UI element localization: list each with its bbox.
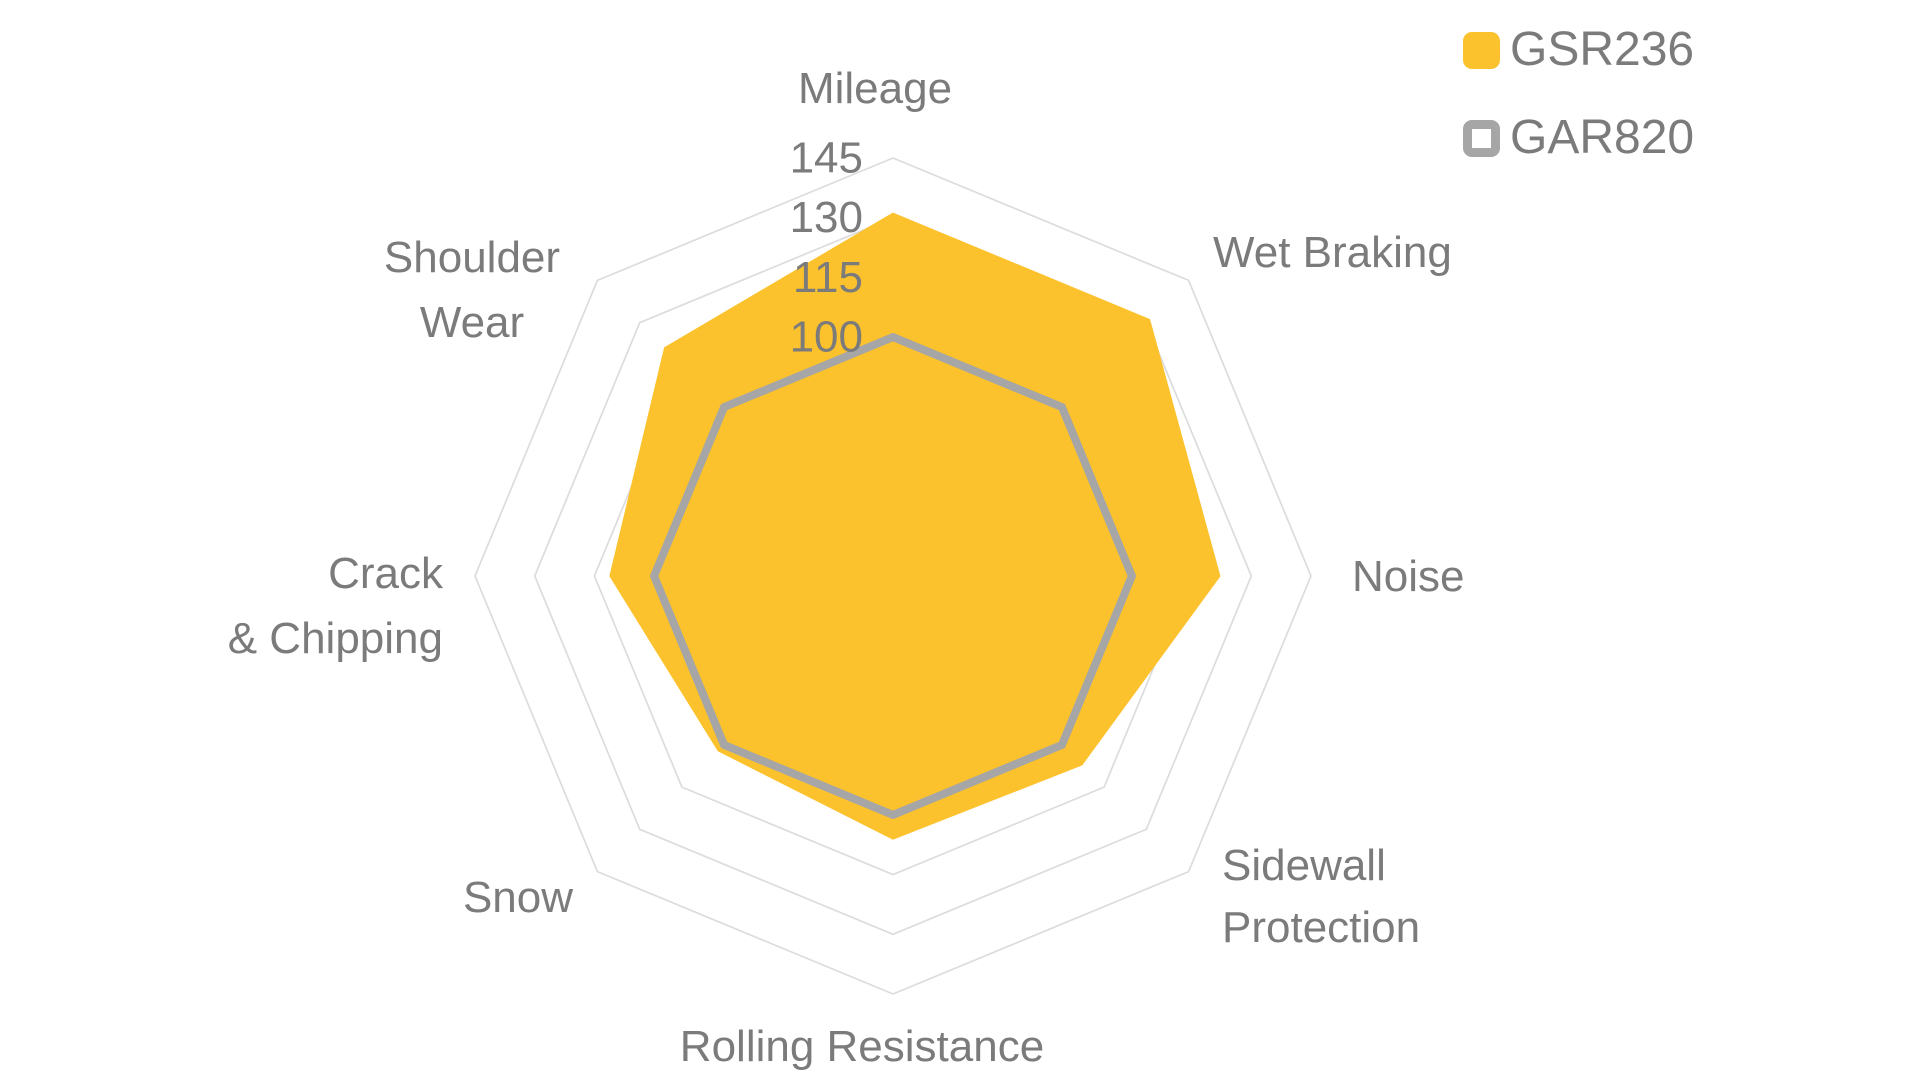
radial-tick-145: 145 [790,134,863,183]
axis-label-mileage: Mileage [798,64,952,113]
gridline-ring [533,216,1253,936]
axis-label-sidewall-protection: Sidewall Protection [1222,841,1420,952]
legend-item-gsr236: GSR236 [1463,26,1694,74]
radial-tick-115: 115 [793,253,863,302]
axis-label-snow: Snow [463,873,573,922]
axis-label-crack-chipping: Crack & Chipping [228,549,444,663]
axis-label-shoulder-wear: Shoulder Wear [384,233,560,347]
legend: GSR236 GAR820 [1463,26,1694,162]
radial-tick-100: 100 [790,313,863,362]
axis-label-wet-braking: Wet Braking [1213,228,1452,277]
legend-swatch-gar820 [1463,119,1500,157]
legend-label-gsr236: GSR236 [1510,23,1695,76]
axis-label-rolling-resistance: Rolling Resistance [680,1022,1044,1071]
gridline-ring [474,157,1312,995]
series-gar820-line [649,332,1137,820]
legend-label-gar820: GAR820 [1510,111,1695,164]
legend-item-gar820: GAR820 [1463,114,1694,162]
axis-label-noise: Noise [1352,552,1465,601]
series-gsr236-area [609,212,1221,840]
legend-swatch-gsr236 [1463,31,1500,69]
radial-tick-130: 130 [790,193,863,242]
